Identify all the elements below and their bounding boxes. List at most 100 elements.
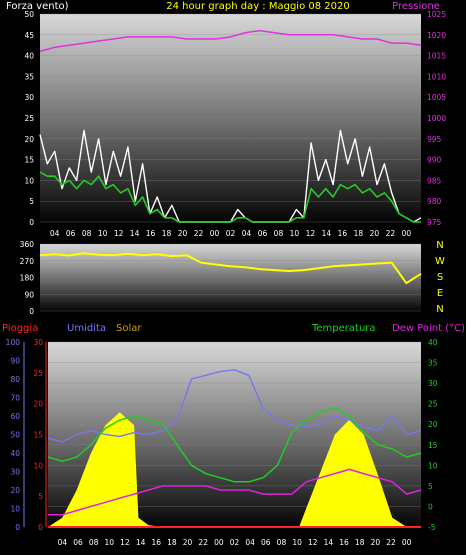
wind-y-tick-label: 50: [24, 10, 34, 19]
solar-axis-title: Solar: [116, 323, 142, 334]
temperature-y-tick-label: -5: [428, 523, 436, 532]
temperature-x-tick-label: 10: [105, 538, 115, 547]
solar-radiation-area: [48, 412, 421, 527]
wind-x-tick-label: 18: [162, 229, 172, 238]
temperature-x-tick-label: 00: [214, 538, 224, 547]
temperature-x-tick-label: 02: [230, 538, 240, 547]
wind-y-tick-label: 25: [24, 114, 34, 123]
pressure-y-tick-label: 1025: [427, 10, 446, 19]
pressure-y-tick-label: 995: [427, 135, 442, 144]
wind-x-tick-label: 10: [290, 229, 300, 238]
temperature-x-tick-label: 18: [355, 538, 365, 547]
temperature-x-tick-label: 00: [402, 538, 412, 547]
pressure-y-tick-label: 1010: [427, 72, 446, 81]
wind-gust-series: [39, 129, 422, 223]
direction-y-tick-label: 270: [20, 257, 35, 266]
temperature-x-tick-label: 12: [308, 538, 318, 547]
wind-x-tick-label: 00: [210, 229, 220, 238]
temperature-x-tick-label: 22: [198, 538, 208, 547]
temperature-y-tick-label: 40: [428, 338, 438, 347]
wind-x-tick-label: 16: [146, 229, 156, 238]
rain-y-tick-label: 25: [33, 369, 43, 378]
rain-y-tick-label: 5: [38, 492, 43, 501]
temperature-x-tick-label: 06: [73, 538, 83, 547]
wind-x-tick-label: 04: [242, 229, 252, 238]
wind-x-tick-label: 20: [370, 229, 380, 238]
temperature-y-tick-label: 35: [428, 359, 438, 368]
compass-label-n: N: [436, 304, 443, 315]
humidity-y-tick-label: 70: [10, 394, 20, 403]
wind-x-tick-label: 08: [82, 229, 92, 238]
wind-x-tick-label: 20: [178, 229, 188, 238]
wind-y-tick-label: 20: [24, 135, 34, 144]
wind-y-tick-label: 0: [29, 218, 34, 227]
humidity-y-tick-label: 100: [6, 338, 21, 347]
dewpoint-axis-title: Dew Point (°C): [392, 323, 465, 334]
temperature-x-tick-label: 08: [277, 538, 287, 547]
wind-y-tick-label: 35: [24, 72, 34, 81]
wind-x-tick-label: 08: [274, 229, 284, 238]
wind-x-tick-label: 06: [258, 229, 268, 238]
wind-x-tick-label: 22: [194, 229, 204, 238]
wind-axis-title: Forza vento): [6, 1, 69, 12]
wind-direction-series: [39, 252, 422, 285]
temperature-x-tick-label: 12: [120, 538, 130, 547]
rain-y-tick-label: 20: [33, 400, 43, 409]
wind-x-tick-label: 12: [306, 229, 316, 238]
humidity-y-tick-label: 0: [15, 523, 20, 532]
wind-y-tick-label: 10: [24, 176, 34, 185]
rain-axis-title: Pioggia: [2, 323, 38, 334]
wind-x-tick-label: 02: [226, 229, 236, 238]
temperature-x-tick-label: 20: [183, 538, 193, 547]
temperature-y-tick-label: 15: [428, 441, 438, 450]
humidity-series: [47, 369, 422, 443]
compass-label-e: E: [437, 288, 443, 299]
humidity-y-tick-label: 40: [10, 449, 20, 458]
pressure-y-tick-label: 1000: [427, 114, 446, 123]
wind-y-tick-label: 15: [24, 156, 34, 165]
pressure-y-tick-label: 1005: [427, 93, 446, 102]
pressure-y-tick-label: 1020: [427, 31, 446, 40]
dewpoint-series: [48, 468, 422, 516]
rain-y-tick-label: 30: [33, 338, 43, 347]
pressure-y-tick-label: 985: [427, 176, 442, 185]
temperature-x-tick-label: 18: [167, 538, 177, 547]
compass-label-s: S: [437, 272, 443, 283]
temperature-x-tick-label: 08: [89, 538, 99, 547]
temperature-x-tick-label: 04: [245, 538, 255, 547]
pressure-y-tick-label: 975: [427, 218, 442, 227]
compass-label-n: N: [436, 240, 443, 251]
temperature-x-tick-label: 20: [371, 538, 381, 547]
pressure-y-tick-label: 990: [427, 156, 442, 165]
temperature-x-tick-label: 06: [261, 538, 271, 547]
humidity-axis-title: Umidita: [67, 323, 106, 334]
humidity-y-tick-label: 50: [10, 431, 20, 440]
direction-y-tick-label: 0: [29, 307, 34, 316]
wind-x-tick-label: 14: [322, 229, 332, 238]
direction-y-tick-label: 180: [20, 274, 35, 283]
humidity-y-tick-label: 30: [10, 468, 20, 477]
wind-x-tick-label: 12: [114, 229, 124, 238]
temperature-series: [47, 407, 422, 483]
humidity-y-tick-label: 60: [10, 412, 20, 421]
temperature-y-tick-label: 20: [428, 420, 438, 429]
wind-x-tick-label: 04: [50, 229, 60, 238]
compass-label-w: W: [435, 256, 445, 267]
chart-title: 24 hour graph day : Maggio 08 2020: [166, 1, 349, 12]
wind-x-tick-label: 10: [98, 229, 108, 238]
temperature-y-tick-label: 30: [428, 379, 438, 388]
temperature-y-tick-label: 10: [428, 461, 438, 470]
wind-average-series: [39, 171, 421, 223]
temperature-y-tick-label: 0: [428, 502, 433, 511]
wind-x-tick-label: 06: [66, 229, 76, 238]
direction-y-tick-label: 90: [24, 290, 34, 299]
temperature-x-tick-label: 22: [386, 538, 396, 547]
wind-y-tick-label: 30: [24, 93, 34, 102]
rain-y-tick-label: 10: [33, 461, 43, 470]
temperature-x-tick-label: 04: [58, 538, 68, 547]
temperature-x-tick-label: 14: [136, 538, 146, 547]
humidity-y-tick-label: 10: [10, 505, 20, 514]
temperature-x-tick-label: 16: [151, 538, 161, 547]
